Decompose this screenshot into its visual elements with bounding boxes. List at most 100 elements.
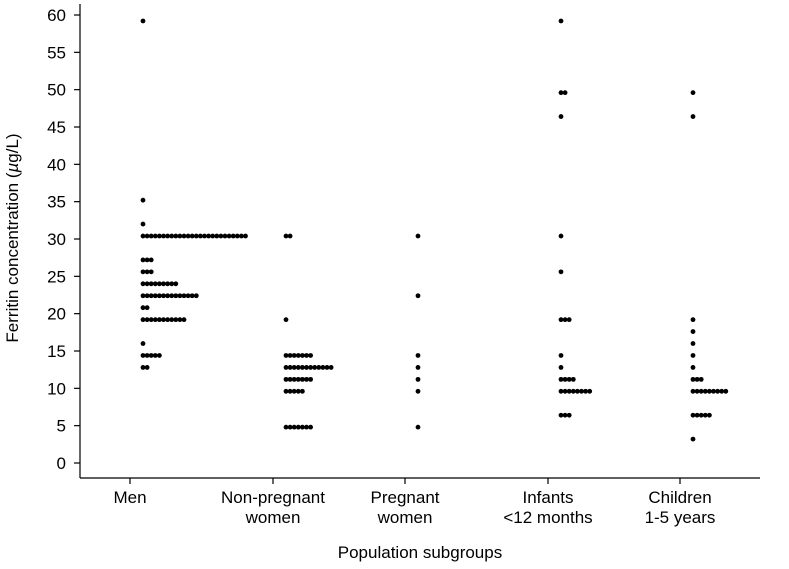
data-point [193, 293, 199, 299]
x-category-label-infants: Infants <12 months [503, 488, 592, 527]
data-point [690, 329, 696, 334]
data-point [558, 18, 564, 24]
y-tick-label: 40 [47, 155, 66, 174]
data-point [707, 412, 712, 418]
y-tick-label: 50 [47, 81, 66, 100]
data-point [415, 388, 421, 394]
data-point [157, 281, 162, 287]
data-point [177, 317, 183, 323]
data-point [300, 376, 305, 382]
data-point [148, 269, 154, 275]
data-point [562, 317, 568, 323]
x-category-label-line: Non-pregnant [221, 488, 325, 507]
y-ticks: 0 5 10 15 20 25 30 35 40 45 50 55 60 [47, 6, 80, 473]
data-point [690, 388, 696, 394]
x-category-label-children: Children 1-5 years [645, 488, 716, 527]
y-tick-label: 25 [47, 267, 66, 286]
data-point [140, 281, 146, 287]
data-point [562, 412, 568, 418]
data-point [140, 257, 146, 263]
y-axis-title-mu: µ [3, 163, 22, 174]
data-point [287, 388, 293, 394]
y-tick-label: 20 [47, 305, 66, 324]
data-point [566, 376, 572, 382]
y-tick-label: 15 [47, 342, 66, 361]
data-point [283, 317, 289, 323]
data-point [234, 233, 240, 239]
data-point [140, 18, 146, 24]
data-point [291, 388, 297, 394]
data-point [173, 317, 179, 323]
data-point [206, 233, 212, 239]
data-point [140, 269, 146, 275]
data-point [243, 233, 248, 239]
data-point [304, 424, 309, 430]
data-point [140, 365, 146, 370]
data-point [148, 317, 154, 323]
data-point [308, 353, 313, 358]
x-category-label-line: Infants [522, 488, 573, 507]
data-point [570, 376, 576, 382]
data-point [300, 365, 305, 370]
data-point [140, 317, 146, 323]
data-point [287, 365, 293, 370]
data-point [202, 233, 207, 239]
data-point [562, 90, 568, 96]
data-point [283, 376, 289, 382]
data-point [140, 293, 146, 299]
data-point [287, 353, 293, 358]
x-category-label-pregnant: Pregnant women [371, 488, 440, 527]
data-point [304, 353, 309, 358]
x-category-label-line: women [377, 508, 433, 527]
data-point [173, 293, 179, 299]
data-point [283, 365, 289, 370]
data-point [161, 293, 166, 299]
y-tick-label: 60 [47, 6, 66, 25]
x-category-label-line: 1-5 years [645, 508, 716, 527]
data-point [690, 353, 696, 358]
data-point [690, 365, 696, 370]
data-point [575, 388, 580, 394]
data-point [719, 388, 725, 394]
data-point [181, 317, 187, 323]
data-point [558, 388, 564, 394]
x-category-label-line: Pregnant [371, 488, 440, 507]
data-point [144, 317, 150, 323]
data-point [214, 233, 220, 239]
data-point [415, 424, 421, 430]
data-point [690, 114, 696, 119]
data-point [558, 376, 564, 382]
data-point [415, 233, 421, 239]
data-point [558, 353, 564, 358]
data-point [562, 388, 568, 394]
y-tick-label: 5 [57, 417, 66, 436]
data-point [558, 317, 564, 323]
x-category-label-line: women [245, 508, 301, 527]
data-point [239, 233, 244, 239]
data-point [558, 233, 564, 239]
data-point [173, 233, 179, 239]
data-point [230, 233, 236, 239]
data-point [218, 233, 224, 239]
data-point [300, 424, 305, 430]
axes: 0 5 10 15 20 25 30 35 40 45 50 55 60 Men Non-pregnant… [47, 4, 760, 527]
data-point [177, 293, 183, 299]
data-point [690, 341, 696, 346]
data-point [189, 293, 195, 299]
data-point [566, 317, 572, 323]
data-point [222, 233, 228, 239]
data-point [291, 353, 297, 358]
data-point [185, 293, 191, 299]
data-point [140, 197, 146, 203]
data-point [193, 233, 199, 239]
data-point [283, 424, 289, 430]
data-point [308, 424, 313, 430]
data-point [295, 365, 301, 370]
data-point [161, 281, 166, 287]
data-point [173, 281, 179, 287]
data-point [558, 114, 564, 119]
data-point [165, 317, 171, 323]
x-category-label-line: <12 months [503, 508, 592, 527]
data-point [316, 365, 322, 370]
